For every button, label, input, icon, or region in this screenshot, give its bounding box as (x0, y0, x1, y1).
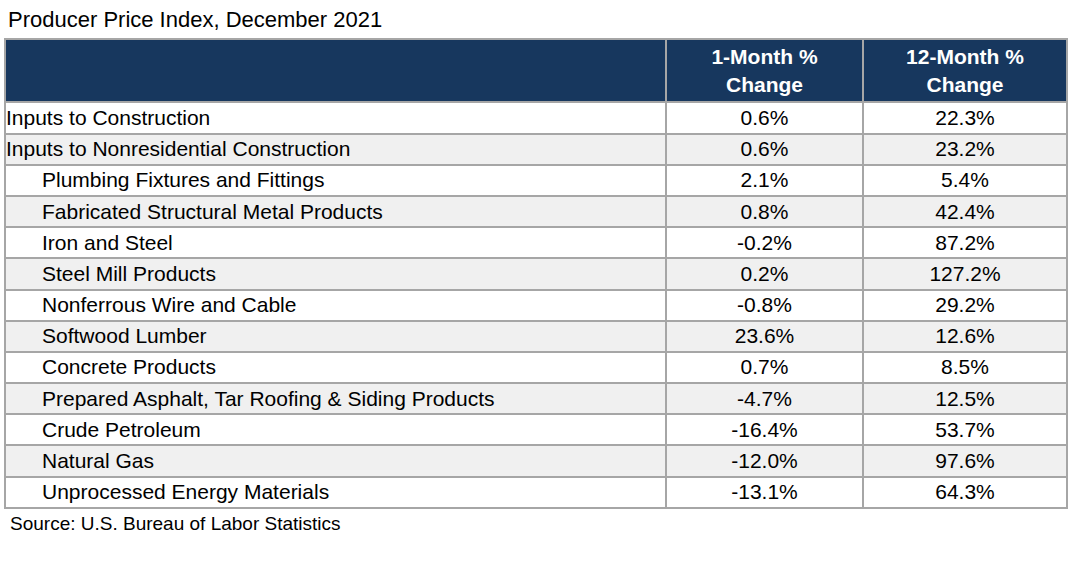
table-row: Steel Mill Products 0.2% 127.2% (5, 258, 1067, 289)
row-12-month-value: 8.5% (863, 352, 1067, 383)
row-12-month-value: 22.3% (863, 102, 1067, 133)
row-1-month-value: -12.0% (666, 445, 863, 476)
table-row: Crude Petroleum -16.4% 53.7% (5, 414, 1067, 445)
row-1-month-value: 0.8% (666, 196, 863, 227)
row-series-name: Concrete Products (5, 352, 666, 383)
row-12-month-value: 12.6% (863, 321, 1067, 352)
row-1-month-value: 0.2% (666, 258, 863, 289)
row-series-name: Crude Petroleum (5, 414, 666, 445)
row-12-month-value: 87.2% (863, 227, 1067, 258)
row-series-name: Inputs to Construction (5, 102, 666, 133)
header-item-column (5, 39, 666, 102)
table-row: Plumbing Fixtures and Fittings 2.1% 5.4% (5, 165, 1067, 196)
row-12-month-value: 42.4% (863, 196, 1067, 227)
row-1-month-value: -13.1% (666, 477, 863, 508)
row-12-month-value: 97.6% (863, 445, 1067, 476)
row-series-name: Nonferrous Wire and Cable (5, 290, 666, 321)
table-row: Prepared Asphalt, Tar Roofing & Siding P… (5, 383, 1067, 414)
row-series-name: Iron and Steel (5, 227, 666, 258)
header-row: 1-Month % Change 12-Month % Change (5, 39, 1067, 102)
row-series-name: Fabricated Structural Metal Products (5, 196, 666, 227)
row-series-name: Steel Mill Products (5, 258, 666, 289)
table-row: Concrete Products 0.7% 8.5% (5, 352, 1067, 383)
row-series-name: Prepared Asphalt, Tar Roofing & Siding P… (5, 383, 666, 414)
table-row: Softwood Lumber 23.6% 12.6% (5, 321, 1067, 352)
table-row: Inputs to Nonresidential Construction 0.… (5, 134, 1067, 165)
row-1-month-value: 2.1% (666, 165, 863, 196)
table-row: Inputs to Construction 0.6% 22.3% (5, 102, 1067, 133)
table-header: 1-Month % Change 12-Month % Change (5, 39, 1067, 102)
row-series-name: Plumbing Fixtures and Fittings (5, 165, 666, 196)
table-row: Fabricated Structural Metal Products 0.8… (5, 196, 1067, 227)
row-12-month-value: 12.5% (863, 383, 1067, 414)
table-row: Unprocessed Energy Materials -13.1% 64.3… (5, 477, 1067, 508)
row-1-month-value: -16.4% (666, 414, 863, 445)
row-1-month-value: -0.2% (666, 227, 863, 258)
table-row: Iron and Steel -0.2% 87.2% (5, 227, 1067, 258)
row-1-month-value: 0.7% (666, 352, 863, 383)
page-title: Producer Price Index, December 2021 (0, 0, 1082, 38)
row-12-month-value: 23.2% (863, 134, 1067, 165)
row-series-name: Inputs to Nonresidential Construction (5, 134, 666, 165)
source-note: Source: U.S. Bureau of Labor Statistics (0, 509, 1082, 535)
table-row: Nonferrous Wire and Cable -0.8% 29.2% (5, 290, 1067, 321)
row-1-month-value: 0.6% (666, 102, 863, 133)
row-series-name: Unprocessed Energy Materials (5, 477, 666, 508)
row-1-month-value: -0.8% (666, 290, 863, 321)
header-1-month-column: 1-Month % Change (666, 39, 863, 102)
table-row: Natural Gas -12.0% 97.6% (5, 445, 1067, 476)
row-12-month-value: 5.4% (863, 165, 1067, 196)
row-12-month-value: 53.7% (863, 414, 1067, 445)
header-12-month-column: 12-Month % Change (863, 39, 1067, 102)
row-12-month-value: 64.3% (863, 477, 1067, 508)
row-series-name: Natural Gas (5, 445, 666, 476)
table-body: Inputs to Construction 0.6% 22.3% Inputs… (5, 102, 1067, 507)
row-series-name: Softwood Lumber (5, 321, 666, 352)
row-12-month-value: 29.2% (863, 290, 1067, 321)
row-1-month-value: 23.6% (666, 321, 863, 352)
row-1-month-value: 0.6% (666, 134, 863, 165)
ppi-table: 1-Month % Change 12-Month % Change Input… (4, 38, 1068, 508)
row-12-month-value: 127.2% (863, 258, 1067, 289)
row-1-month-value: -4.7% (666, 383, 863, 414)
